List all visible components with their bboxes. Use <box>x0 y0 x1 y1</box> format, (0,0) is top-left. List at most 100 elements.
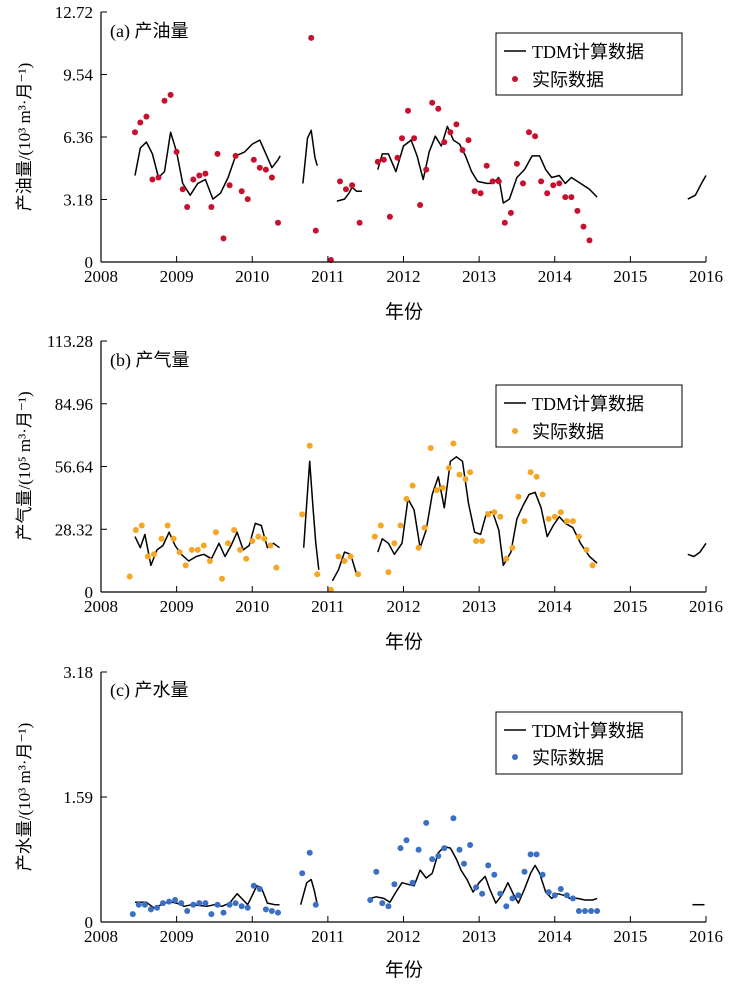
oil-actual-point <box>137 119 144 126</box>
oil-actual-point <box>574 207 581 214</box>
oil-ticks: 2008 2009 2010 2011 2012 2013 2014 2015 2016 0 3.1… <box>55 3 723 286</box>
water-legend-line-label: TDM计算数据 <box>532 721 644 741</box>
gas-tdm-line-segment <box>302 460 320 570</box>
water-actual-point <box>275 909 281 916</box>
oil-legend-line-label: TDM计算数据 <box>532 42 644 62</box>
gas-actual-point <box>456 471 463 478</box>
oil-actual-point <box>268 174 275 181</box>
gas-actual-point <box>314 571 321 578</box>
gas-actual-point <box>491 509 498 516</box>
oil-actual-point <box>343 186 349 193</box>
gas-tdm-line-segment <box>134 522 280 567</box>
gas-actual-point <box>497 513 504 520</box>
gas-actual-point <box>479 538 486 544</box>
gas-actual-point <box>421 524 428 531</box>
oil-actual-point <box>214 150 221 157</box>
oil-y-tick-label: 12.72 <box>55 3 93 22</box>
water-actual-point <box>527 851 534 858</box>
water-actual-point <box>312 901 319 908</box>
oil-actual-point <box>423 166 430 173</box>
water-actual-point <box>208 911 215 918</box>
oil-actual-point <box>586 237 593 244</box>
water-actual-point <box>415 846 422 853</box>
gas-actual-point <box>200 542 207 549</box>
water-actual-point <box>256 886 263 892</box>
water-y-tick-label: 0 <box>85 913 94 932</box>
water-actual-point <box>397 845 404 852</box>
water-ticks: 2008 2009 2010 2011 2012 2013 2014 2015 2016 0 1.5… <box>63 663 723 946</box>
oil-actual-point <box>417 202 424 208</box>
gas-actual-point <box>335 553 342 560</box>
oil-x-tick-label: 2011 <box>311 267 344 286</box>
gas-y-tick-label: 113.28 <box>47 332 93 351</box>
oil-x-tick-label: 2013 <box>462 267 496 286</box>
water-actual-point <box>268 908 275 914</box>
oil-actual-point <box>495 178 502 185</box>
gas-actual-point <box>515 493 522 500</box>
oil-actual-point <box>312 227 319 234</box>
water-actual-point <box>409 879 416 886</box>
gas-actual-point <box>164 522 171 529</box>
gas-actual-point <box>445 464 452 471</box>
water-actual-point <box>503 903 510 910</box>
gas-actual-point <box>371 533 378 540</box>
gas-panel-label: (b) 产气量 <box>110 350 190 371</box>
gas-actual-point <box>409 482 416 489</box>
gas-actual-point <box>225 540 232 547</box>
oil-actual-point <box>173 148 180 155</box>
oil-actual-point <box>513 160 520 167</box>
water-actual-point <box>461 860 467 867</box>
oil-legend <box>495 32 683 96</box>
water-actual-point <box>497 890 504 897</box>
water-actual-point <box>515 892 522 899</box>
gas-actual-point <box>249 538 256 544</box>
water-actual-point <box>190 901 197 908</box>
oil-actual-point <box>435 105 442 112</box>
water-actual-point <box>184 908 191 914</box>
gas-actual-point <box>589 562 596 569</box>
gas-x-tick-label: 2012 <box>387 597 421 616</box>
oil-x-tick-label: 2015 <box>613 267 647 286</box>
gas-actual-point <box>347 553 354 560</box>
gas-tdm-line-segment <box>687 542 707 558</box>
water-actual-point <box>250 882 257 889</box>
gas-legend-dot-swatch <box>512 428 518 434</box>
gas-y-tick-label: 84.96 <box>55 395 93 414</box>
oil-actual-point <box>232 152 239 159</box>
gas-x-tick-label: 2013 <box>462 597 496 616</box>
water-x-tick-label: 2011 <box>311 927 344 946</box>
water-actual-point <box>391 881 398 888</box>
oil-tdm-line-segment <box>134 131 281 200</box>
gas-actual-point <box>355 571 362 578</box>
oil-actual-point <box>538 178 545 185</box>
water-actual-point <box>238 903 245 910</box>
water-actual-point <box>379 900 386 907</box>
water-actual-point <box>160 900 166 907</box>
water-actual-point <box>473 884 480 891</box>
water-actual-point <box>563 892 570 899</box>
gas-tdm-line-segment <box>331 551 358 582</box>
gas-actual-point <box>450 440 457 447</box>
oil-actual-point <box>394 154 401 161</box>
gas-actual-point <box>261 535 268 542</box>
water-actual-point <box>214 901 221 908</box>
gas-actual-point <box>273 564 280 571</box>
oil-actual-point <box>167 91 174 98</box>
water-x-axis-label: 年份 <box>385 959 423 981</box>
oil-actual-point <box>532 133 539 140</box>
oil-actual-point <box>580 223 587 230</box>
oil-legend-dot-label: 实际数据 <box>532 70 604 90</box>
oil-actual-point <box>465 137 472 144</box>
water-actual-point <box>521 868 528 875</box>
oil-actual-point <box>544 190 551 197</box>
gas-actual-point <box>551 513 558 520</box>
oil-actual-point <box>520 180 526 187</box>
oil-x-tick-label: 2008 <box>84 267 118 286</box>
gas-actual-point <box>521 518 528 525</box>
water-actual-point <box>178 900 185 907</box>
oil-actual-point <box>149 176 156 183</box>
water-actual-point <box>539 871 546 878</box>
gas-actual-point <box>473 538 480 544</box>
oil-x-tick-label: 2010 <box>235 267 269 286</box>
